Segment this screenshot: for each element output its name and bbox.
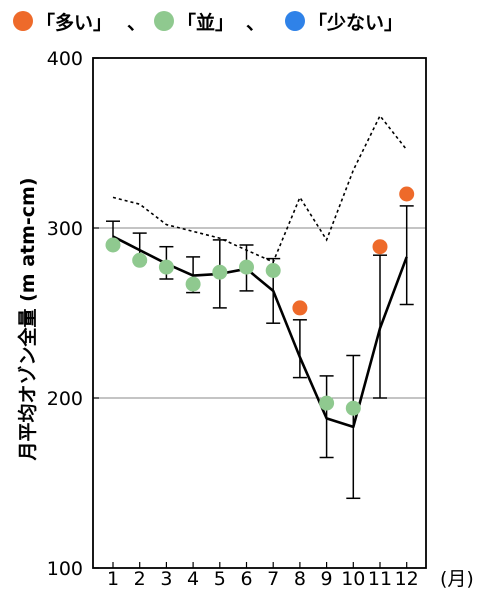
data-point-3 — [158, 259, 174, 275]
legend-separator: 、 — [246, 12, 265, 34]
data-point-7 — [265, 263, 281, 278]
data-point-6 — [239, 259, 254, 275]
x-tick-label: 6 — [240, 568, 252, 590]
x-tick-label: 8 — [294, 568, 306, 590]
legend-label-normal: 「並」 — [177, 11, 234, 34]
x-tick-label: 1 — [107, 568, 119, 590]
data-point-8 — [292, 300, 308, 316]
data-point-5 — [212, 264, 228, 280]
y-tick-label: 400 — [47, 48, 83, 70]
x-tick-label: 7 — [267, 568, 279, 590]
x-tick-label: 5 — [214, 568, 226, 590]
legend-marker-normal — [154, 11, 174, 31]
legend: 「多い」 、 「並」 、 「少ない」 — [13, 11, 403, 34]
plot-frame — [92, 57, 427, 569]
data-point-12 — [399, 186, 415, 202]
legend-separator: 、 — [127, 12, 146, 34]
x-tick-label: 12 — [395, 568, 419, 590]
data-point-11 — [372, 239, 388, 255]
dashed-series-line — [112, 114, 408, 264]
legend-marker-few — [285, 11, 305, 31]
y-tick-label: 100 — [47, 558, 83, 580]
x-tick-label: 4 — [187, 568, 199, 590]
x-tick-label: 3 — [160, 568, 172, 590]
x-axis-unit: (月) — [440, 568, 474, 590]
legend-label-few: 「少ない」 — [308, 11, 403, 34]
y-tick-label: 300 — [47, 218, 83, 240]
x-tick-label: 9 — [321, 568, 333, 590]
x-tick-label: 10 — [341, 568, 365, 590]
y-axis-title: 月平均オゾン全量 (m atm-cm) — [16, 177, 39, 461]
data-point-1 — [105, 237, 121, 253]
data-point-4 — [185, 276, 201, 292]
legend-marker-many — [13, 11, 33, 31]
x-tick-label: 11 — [368, 568, 392, 590]
data-point-10 — [345, 400, 361, 416]
legend-label-many: 「多い」 — [36, 11, 112, 34]
x-tick-label: 2 — [134, 568, 146, 590]
data-point-2 — [132, 252, 148, 268]
y-tick-label: 200 — [47, 388, 83, 410]
data-point-9 — [319, 395, 335, 411]
